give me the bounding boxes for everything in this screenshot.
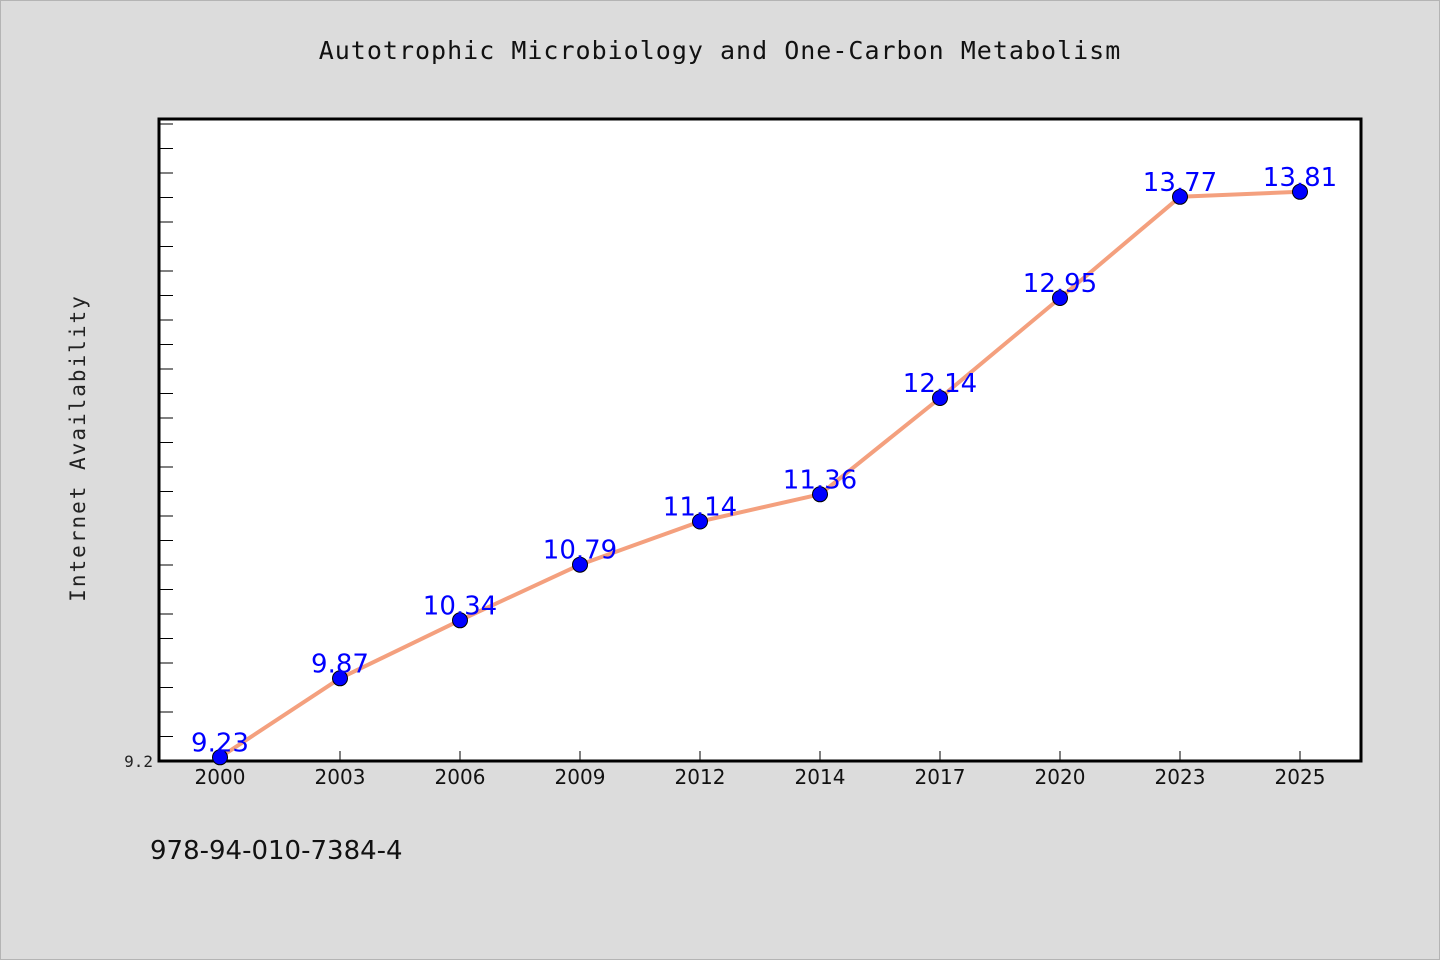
y-axis-ticks: 9.2: [124, 752, 153, 771]
data-label: 13.81: [1263, 163, 1337, 193]
data-markers: [212, 183, 1308, 766]
data-label: 9.87: [311, 649, 369, 679]
data-point: [692, 513, 708, 530]
data-point: [572, 556, 588, 573]
data-point: [812, 486, 828, 503]
y-minor-ticks: [159, 123, 173, 737]
x-axis-ticks: 2000 2003 2006 2009 2012 2014 2017 2020 2023 2025: [195, 751, 1326, 789]
data-label: 12.14: [903, 369, 977, 399]
data-point: [452, 612, 468, 629]
x-tick-label: 2020: [1035, 765, 1086, 789]
x-tick-label: 2014: [795, 765, 846, 789]
data-label: 12.95: [1023, 269, 1097, 299]
data-labels: 9.23 9.87 10.34 10.79 11.14 11.36 12.14 12.95 13…: [191, 163, 1337, 758]
x-tick-label: 2023: [1155, 765, 1206, 789]
data-point: [332, 670, 348, 687]
x-tick-label: 2025: [1275, 765, 1326, 789]
data-point: [1292, 183, 1308, 200]
x-tick-label: 2003: [315, 765, 366, 789]
data-label: 10.79: [543, 536, 617, 566]
series-line: [218, 189, 1301, 759]
data-point: [932, 390, 948, 406]
isbn-footer: 978-94-010-7384-4: [150, 836, 403, 866]
data-point: [1052, 290, 1068, 306]
x-tick-label: 2006: [435, 765, 486, 789]
data-label: 11.14: [663, 493, 737, 523]
x-tick-label: 2000: [195, 765, 246, 789]
data-label: 10.34: [423, 591, 497, 621]
x-tick-label: 2009: [555, 765, 606, 789]
plot-area: [157, 117, 1363, 763]
data-point: [212, 749, 228, 766]
data-point: [1172, 188, 1188, 205]
x-tick-label: 2012: [675, 765, 726, 789]
data-label: 9.23: [191, 728, 249, 758]
x-tick-label: 2017: [915, 765, 966, 789]
data-label: 13.77: [1143, 168, 1217, 198]
chart-title: Autotrophic Microbiology and One-Carbon …: [318, 36, 1122, 65]
data-label: 11.36: [783, 465, 857, 495]
y-tick-label: 9.2: [124, 752, 153, 771]
